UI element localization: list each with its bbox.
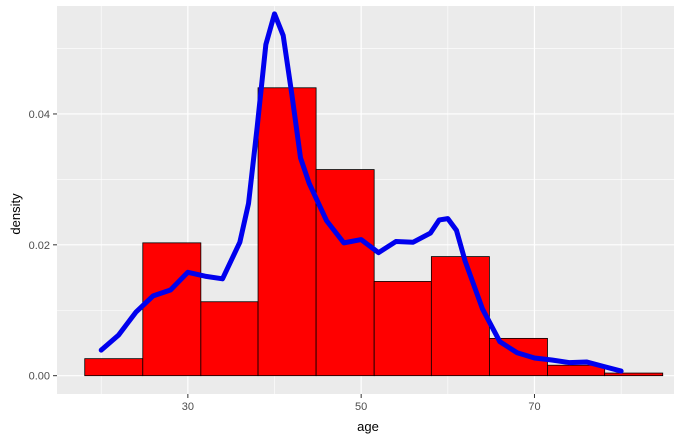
y-axis-title: density	[8, 193, 23, 235]
x-axis: 30 50 70	[182, 394, 541, 413]
histogram-bar	[84, 358, 144, 377]
density-curve	[98, 11, 624, 374]
histogram-bar	[430, 256, 490, 377]
y-tick-label: 0.00	[29, 371, 50, 383]
histogram-bars	[84, 87, 664, 377]
histogram-bar	[373, 281, 432, 377]
histogram-bar	[257, 87, 317, 377]
histogram-bar	[315, 169, 375, 377]
y-tick-label: 0.02	[29, 240, 50, 252]
x-axis-title: age	[357, 419, 379, 434]
histogram-bar	[142, 242, 202, 377]
x-tick-label: 30	[182, 401, 194, 413]
x-tick-label: 50	[355, 401, 367, 413]
y-axis: 0.00 0.02 0.04	[29, 109, 57, 383]
histogram-bar	[604, 372, 664, 377]
x-tick-label: 70	[528, 401, 540, 413]
histogram-bar	[547, 364, 606, 377]
histogram-bar	[200, 301, 259, 377]
y-tick-label: 0.04	[29, 109, 50, 121]
